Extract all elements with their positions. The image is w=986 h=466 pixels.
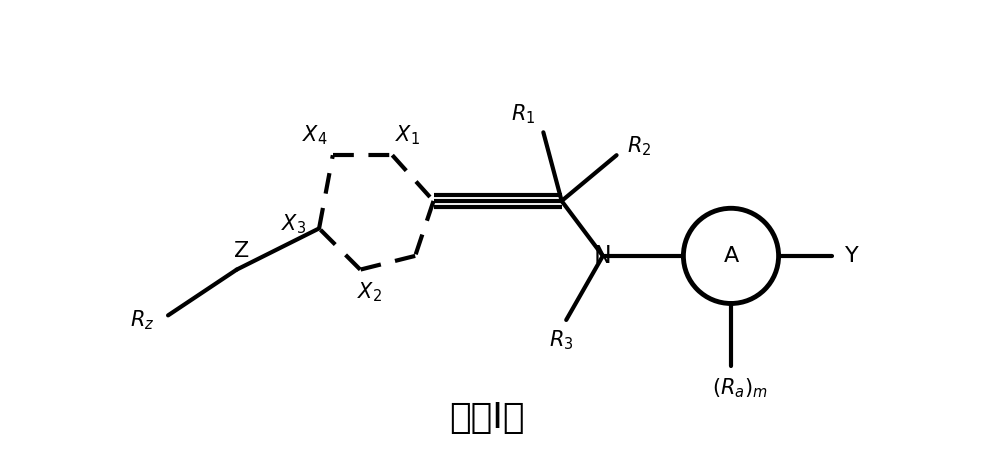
Text: $X_3$: $X_3$ xyxy=(281,212,306,236)
Text: $X_2$: $X_2$ xyxy=(357,281,382,304)
Text: Z: Z xyxy=(234,241,248,261)
Text: $R_2$: $R_2$ xyxy=(627,134,652,158)
Text: 式（I）: 式（I） xyxy=(449,401,525,435)
Text: A: A xyxy=(724,246,739,266)
Text: $(R_a)_m$: $(R_a)_m$ xyxy=(712,377,768,400)
Text: $X_1$: $X_1$ xyxy=(395,123,420,147)
Text: Y: Y xyxy=(845,246,859,266)
Text: $R_1$: $R_1$ xyxy=(511,102,535,126)
Text: $R_3$: $R_3$ xyxy=(549,328,574,352)
Text: N: N xyxy=(594,244,611,268)
Text: $R_z$: $R_z$ xyxy=(130,308,155,332)
Text: $X_4$: $X_4$ xyxy=(302,123,327,147)
